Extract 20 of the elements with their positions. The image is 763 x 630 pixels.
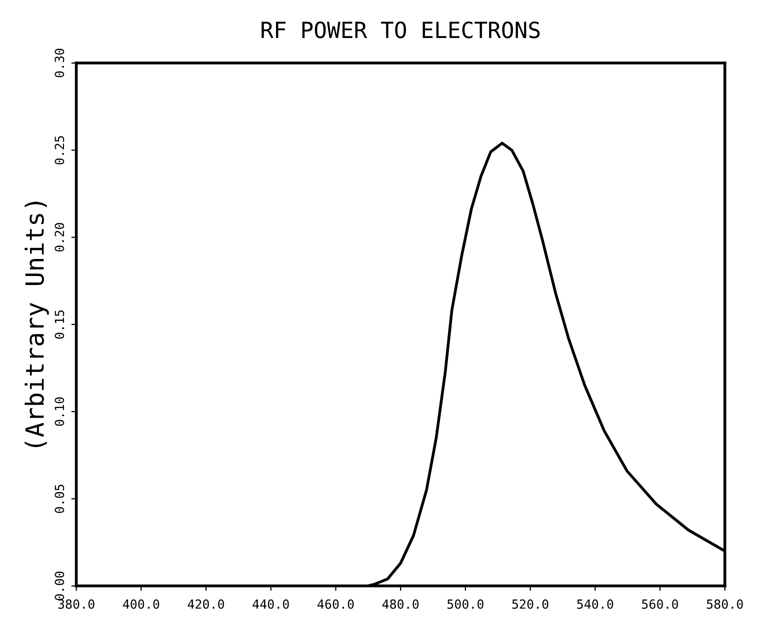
x-tick-label: 460.0 [318, 599, 354, 609]
chart-title: RF POWER TO ELECTRONS [262, 22, 540, 38]
x-tick-label: 580.0 [706, 599, 743, 609]
y-tick-label: 0.00 [54, 572, 64, 600]
x-tick-label: 560.0 [642, 599, 678, 609]
x-tick-label: 400.0 [122, 599, 160, 609]
x-tick-label: 440.0 [252, 599, 289, 609]
x-tick-label: 480.0 [382, 599, 419, 609]
y-tick-label: 0.20 [54, 223, 64, 252]
y-axis-title: (Arbitrary Units) [24, 202, 49, 448]
x-tick-label: 520.0 [512, 599, 548, 609]
x-tick-label: 500.0 [447, 599, 484, 609]
y-tick-label: 0.15 [54, 310, 64, 339]
y-tick-label: 0.05 [54, 484, 64, 513]
y-tick-label: 0.30 [54, 48, 64, 78]
x-tick-label: 540.0 [577, 599, 614, 609]
x-tick-label: 420.0 [188, 599, 224, 609]
y-tick-label: 0.25 [54, 136, 64, 164]
y-tick-label: 0.10 [54, 397, 64, 426]
x-tick-label: 380.0 [58, 599, 94, 609]
